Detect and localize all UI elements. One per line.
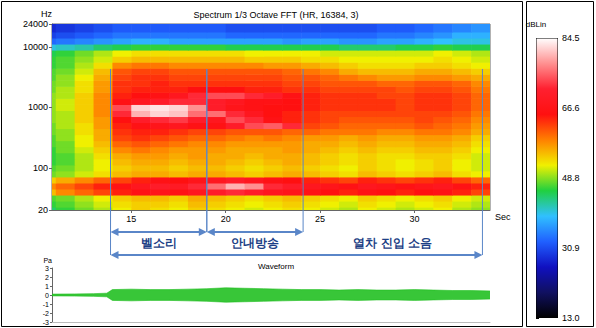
svg-text:-1: -1	[43, 301, 49, 308]
svg-text:84.5: 84.5	[562, 33, 580, 43]
svg-text:20: 20	[38, 205, 48, 215]
svg-text:25: 25	[315, 214, 325, 224]
svg-text:13.0: 13.0	[562, 313, 580, 323]
svg-text:열차 진입 소음: 열차 진입 소음	[353, 236, 432, 250]
svg-text:1000: 1000	[28, 102, 48, 112]
svg-text:3: 3	[45, 265, 49, 272]
svg-text:-2: -2	[43, 310, 49, 317]
svg-text:2: 2	[45, 274, 49, 281]
svg-text:24000: 24000	[23, 19, 48, 29]
svg-text:벨소리: 벨소리	[141, 236, 177, 250]
svg-text:Sec: Sec	[495, 212, 511, 222]
svg-text:66.6: 66.6	[562, 103, 580, 113]
svg-text:0: 0	[45, 292, 49, 299]
svg-text:100: 100	[33, 163, 48, 173]
svg-text:dBLin: dBLin	[526, 20, 546, 29]
svg-text:20: 20	[221, 214, 231, 224]
svg-text:안내방송: 안내방송	[231, 236, 279, 250]
svg-text:-3: -3	[43, 319, 49, 326]
svg-text:Waveform: Waveform	[258, 262, 294, 271]
svg-text:48.8: 48.8	[562, 173, 580, 183]
svg-text:Spectrum 1/3 Octave FFT (HR, 1: Spectrum 1/3 Octave FFT (HR, 16384, 3)	[194, 10, 359, 20]
svg-text:30: 30	[409, 214, 419, 224]
svg-text:1: 1	[45, 283, 49, 290]
svg-text:10000: 10000	[23, 42, 48, 52]
svg-text:Hz: Hz	[41, 9, 52, 19]
svg-text:Pa: Pa	[43, 257, 52, 264]
svg-text:30.9: 30.9	[562, 243, 580, 253]
svg-text:15: 15	[126, 214, 136, 224]
